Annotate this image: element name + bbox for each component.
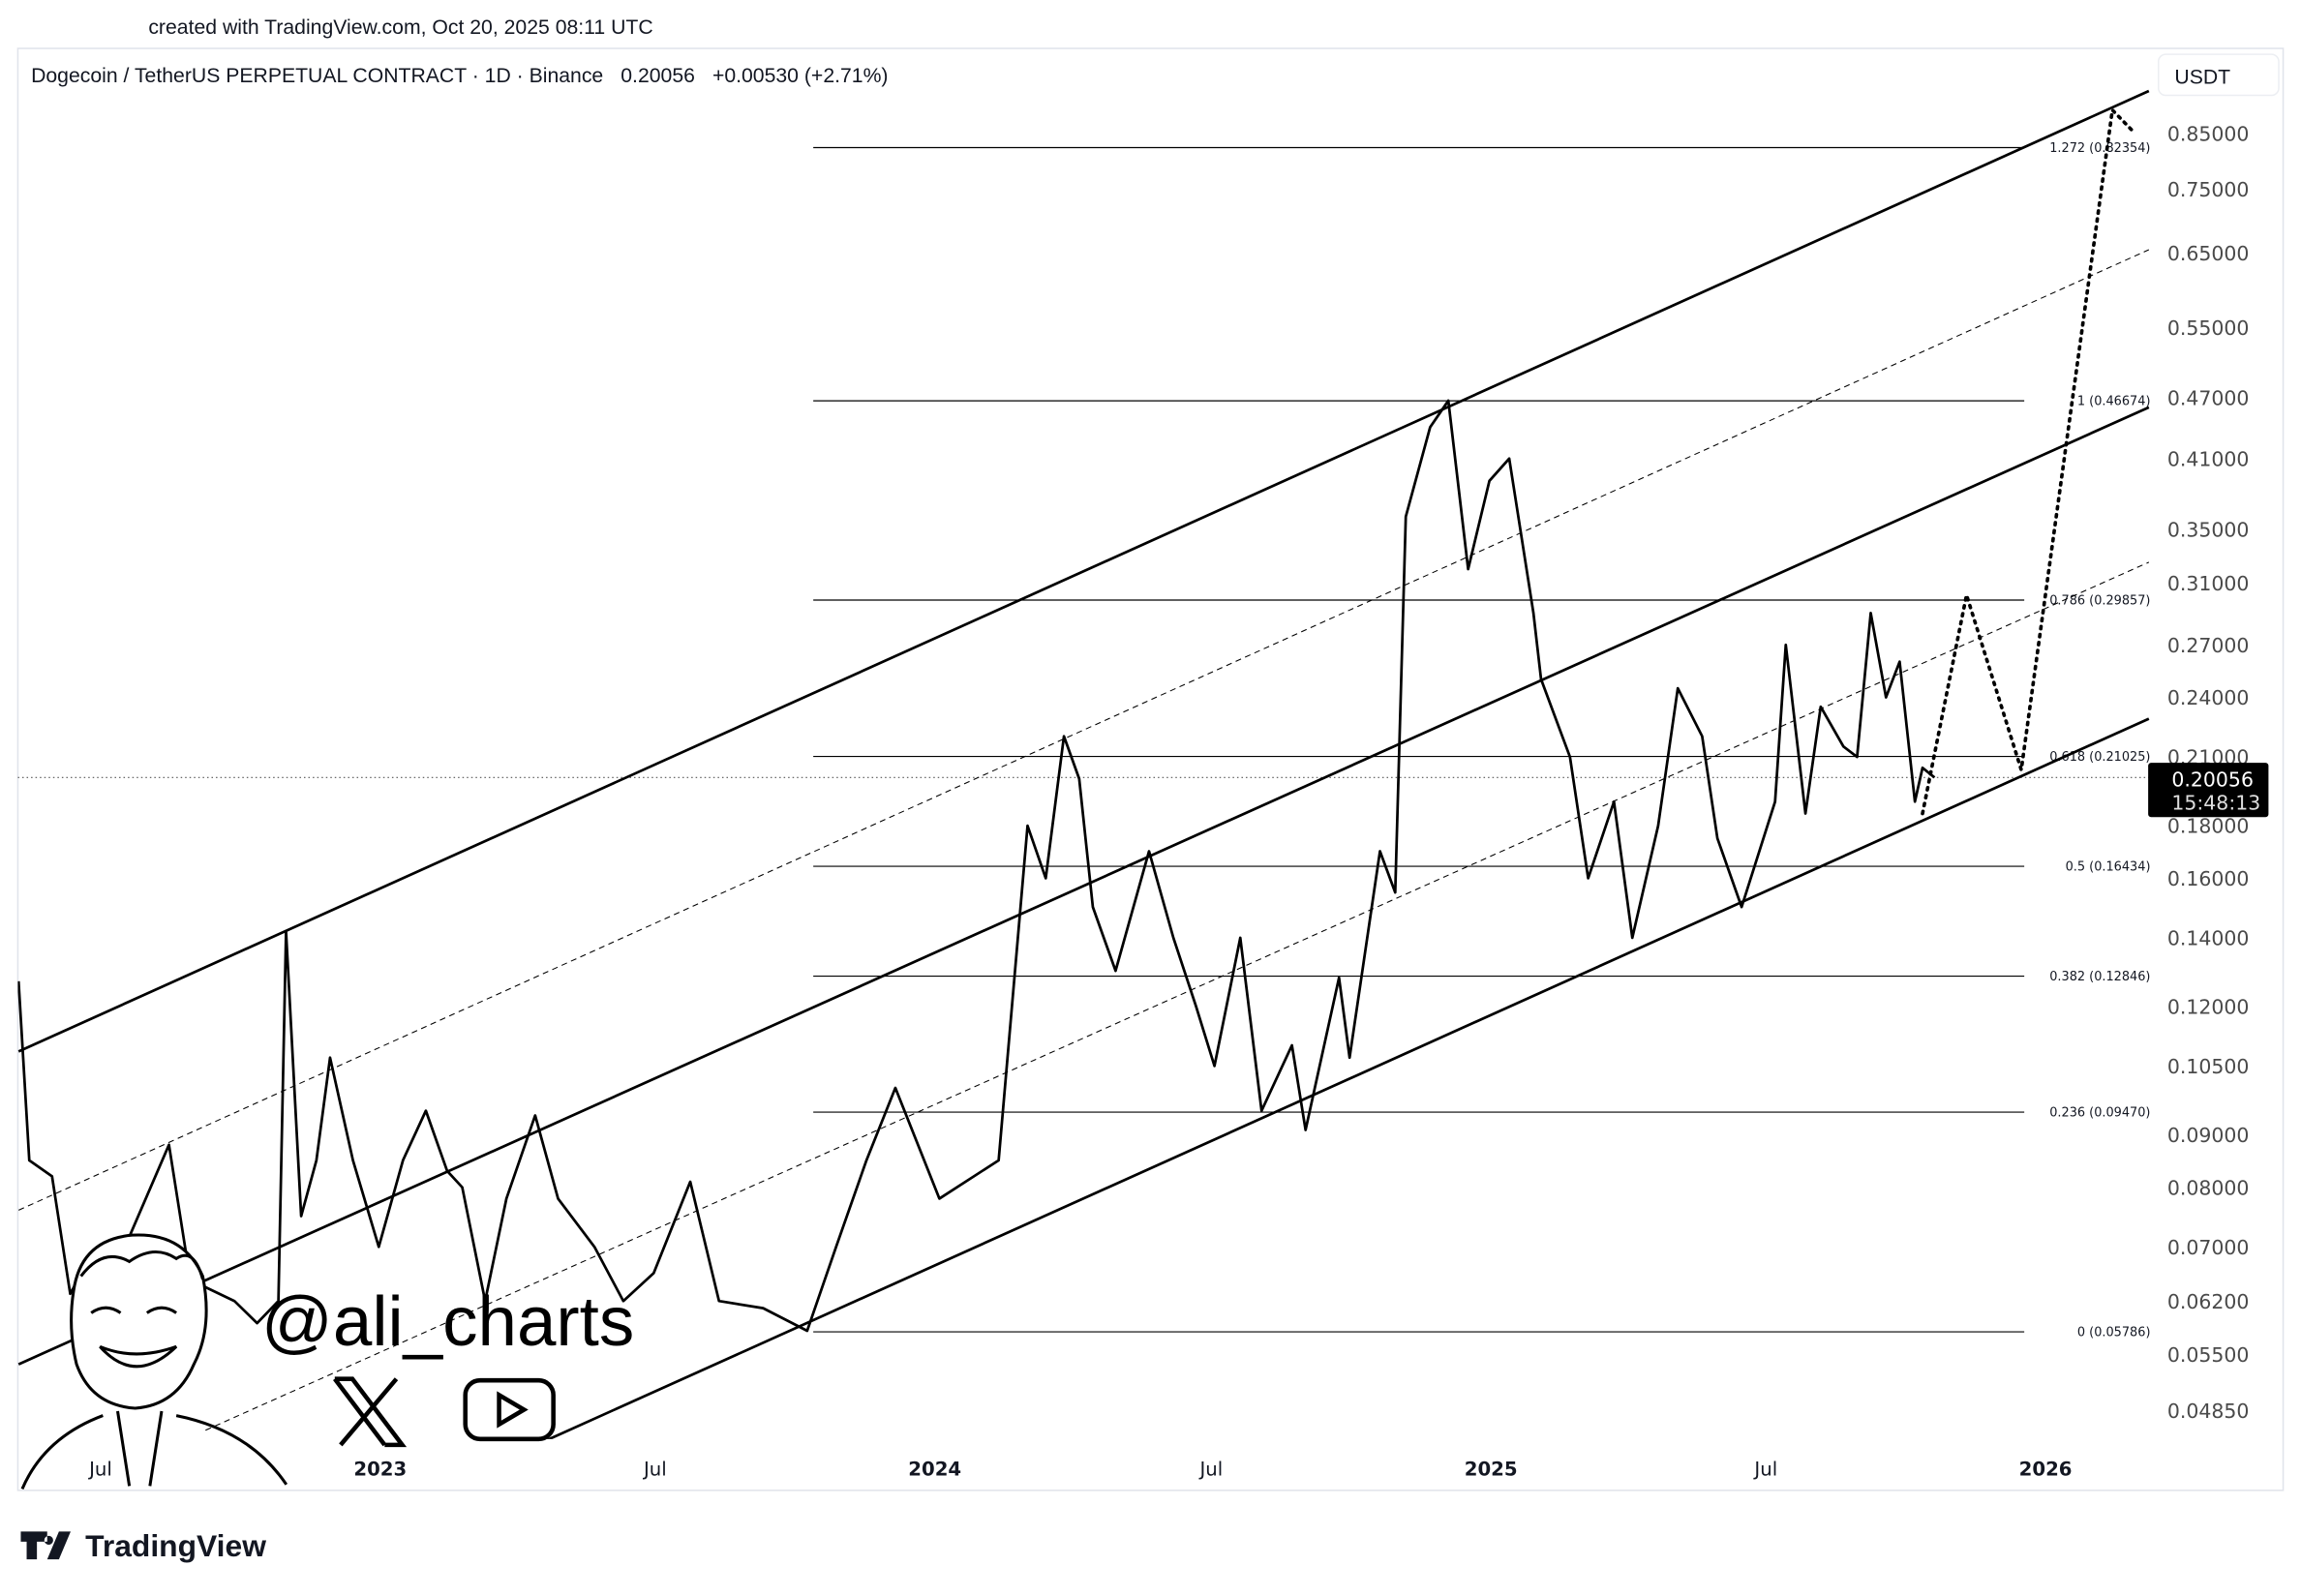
- price-tick-label: 0.10500: [2167, 1055, 2250, 1078]
- price-tick-label: 0.04850: [2167, 1400, 2250, 1423]
- projection-path[interactable]: [1921, 105, 2137, 816]
- watermark-handle: @ali_charts: [261, 1282, 634, 1361]
- x-logo-icon: [332, 1376, 408, 1448]
- avatar-cartoon: [20, 1233, 288, 1490]
- fib-level-label: 0.382 (0.12846): [2049, 970, 2150, 984]
- price-tick-label: 0.55000: [2167, 316, 2250, 340]
- price-line: [17, 399, 1936, 1333]
- change-text: +0.00530 (+2.71%): [712, 65, 889, 87]
- price-tick-label: 0.14000: [2167, 927, 2250, 950]
- time-tick-label: Jul: [642, 1459, 667, 1481]
- tradingview-logo-icon: [20, 1531, 71, 1560]
- price-tick-label: 0.12000: [2167, 996, 2250, 1019]
- tradingview-wordmark: TradingView: [85, 1528, 266, 1563]
- last-price-badge: 0.20056 15:48:13: [2148, 763, 2269, 818]
- time-tick-label: 2024: [908, 1459, 961, 1481]
- plot-layer: 1.272 (0.82354) 1 (0.46674) 0.786 (0.29857…: [17, 89, 2153, 1442]
- youtube-icon: [463, 1377, 556, 1442]
- channel-midline[interactable]: [18, 249, 2150, 1211]
- price-tick-label: 0.07000: [2167, 1236, 2250, 1259]
- price-tick-label: 0.75000: [2167, 178, 2250, 201]
- price-axis[interactable]: 0.85000 0.75000 0.65000 0.55000 0.47000 0.410…: [2167, 122, 2250, 1422]
- tradingview-logo[interactable]: TradingView: [20, 1528, 266, 1563]
- time-tick-label: 2023: [353, 1459, 407, 1481]
- price-tick-label: 0.05500: [2167, 1343, 2250, 1367]
- price-tick-label: 0.85000: [2167, 122, 2250, 145]
- symbol-title: Dogecoin / TetherUS PERPETUAL CONTRACT ·…: [31, 65, 603, 87]
- currency-button[interactable]: USDT: [2157, 53, 2280, 97]
- price-tick-label: 0.65000: [2167, 242, 2250, 265]
- fib-level-label: 0 (0.05786): [2077, 1326, 2151, 1340]
- price-tick-label: 0.24000: [2167, 686, 2250, 709]
- time-tick-label: 2025: [1465, 1459, 1518, 1481]
- watermark: @ali_charts: [20, 1233, 634, 1490]
- currency-label: USDT: [2174, 66, 2230, 88]
- price-tick-label: 0.16000: [2167, 867, 2250, 890]
- credit-text: created with TradingView.com, Oct 20, 20…: [148, 16, 652, 39]
- badge-countdown: 15:48:13: [2171, 792, 2260, 815]
- channel-line[interactable]: [543, 717, 2150, 1442]
- plot-area[interactable]: 1.272 (0.82354) 1 (0.46674) 0.786 (0.29857…: [17, 89, 2161, 1442]
- fib-level-label: 0.5 (0.16434): [2066, 860, 2151, 875]
- price-tick-label: 0.35000: [2167, 518, 2250, 541]
- badge-price: 0.20056: [2171, 768, 2254, 791]
- chart-frame: [16, 47, 2285, 1491]
- channel-line[interactable]: [17, 89, 2150, 1053]
- price-tick-label: 0.27000: [2167, 634, 2250, 657]
- channel-line[interactable]: [17, 406, 2150, 1366]
- price-tick-label: 0.31000: [2167, 572, 2250, 595]
- last-price-text: 0.20056: [621, 65, 695, 87]
- time-axis[interactable]: Jul 2023 Jul 2024 Jul 2025 Jul 2026: [87, 1459, 2072, 1481]
- time-tick-label: Jul: [87, 1459, 112, 1481]
- price-tick-label: 0.08000: [2167, 1176, 2250, 1199]
- price-tick-label: 0.47000: [2167, 386, 2250, 409]
- time-tick-label: Jul: [1197, 1459, 1223, 1481]
- price-tick-label: 0.41000: [2167, 447, 2250, 470]
- price-tick-label: 0.06200: [2167, 1290, 2250, 1313]
- fib-level-label: 0.786 (0.29857): [2049, 594, 2150, 609]
- price-tick-label: 0.18000: [2167, 815, 2250, 838]
- fib-level-label: 0.618 (0.21025): [2049, 750, 2150, 765]
- fib-level-label: 0.236 (0.09470): [2049, 1106, 2150, 1121]
- time-tick-label: 2026: [2019, 1459, 2073, 1481]
- time-tick-label: Jul: [1752, 1459, 1777, 1481]
- fib-level-label: 1 (0.46674): [2077, 395, 2151, 409]
- symbol-legend[interactable]: Dogecoin / TetherUS PERPETUAL CONTRACT ·…: [31, 65, 888, 87]
- price-tick-label: 0.09000: [2167, 1124, 2250, 1147]
- channel-midline[interactable]: [205, 561, 2150, 1431]
- fib-level-label: 1.272 (0.82354): [2049, 141, 2150, 156]
